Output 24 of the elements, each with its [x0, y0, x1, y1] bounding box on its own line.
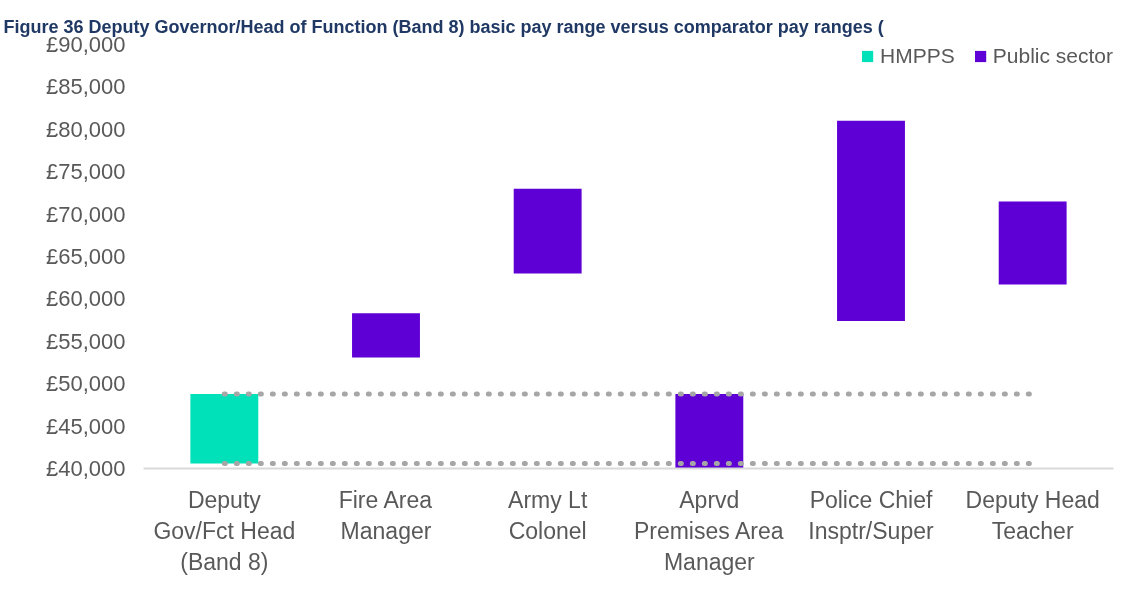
y-tick-label: £70,000	[45, 201, 126, 227]
y-tick-label: £75,000	[45, 159, 126, 185]
bar	[837, 120, 905, 321]
y-tick-label: £65,000	[45, 244, 126, 269]
x-tick-label: Aprvd Premises Area Manager	[633, 486, 784, 575]
y-tick-label: £45,000	[45, 413, 126, 439]
bar	[513, 188, 582, 274]
legend-label: Public sector	[992, 44, 1113, 68]
bar	[998, 201, 1067, 285]
y-tick-label: £50,000	[45, 371, 126, 397]
bar	[190, 393, 259, 464]
y-tick-label: £85,000	[45, 74, 126, 100]
y-tick-label: £60,000	[45, 286, 126, 312]
x-tick-label: Deputy Head Teacher	[965, 486, 1100, 544]
y-tick-label: £55,000	[45, 328, 126, 354]
legend-label: HMPPS	[880, 44, 955, 68]
x-tick-label: Deputy Gov/Fct Head (Band 8)	[153, 486, 296, 575]
y-tick-label: £40,000	[45, 456, 126, 481]
x-tick-label: Army Lt Colonel	[508, 486, 588, 544]
y-tick-label: £80,000	[45, 116, 126, 142]
bar	[675, 393, 744, 469]
x-tick-label: Police Chief Insptr/Super	[808, 486, 934, 544]
bar	[352, 313, 420, 358]
x-tick-label: Fire Area Manager	[338, 486, 433, 544]
